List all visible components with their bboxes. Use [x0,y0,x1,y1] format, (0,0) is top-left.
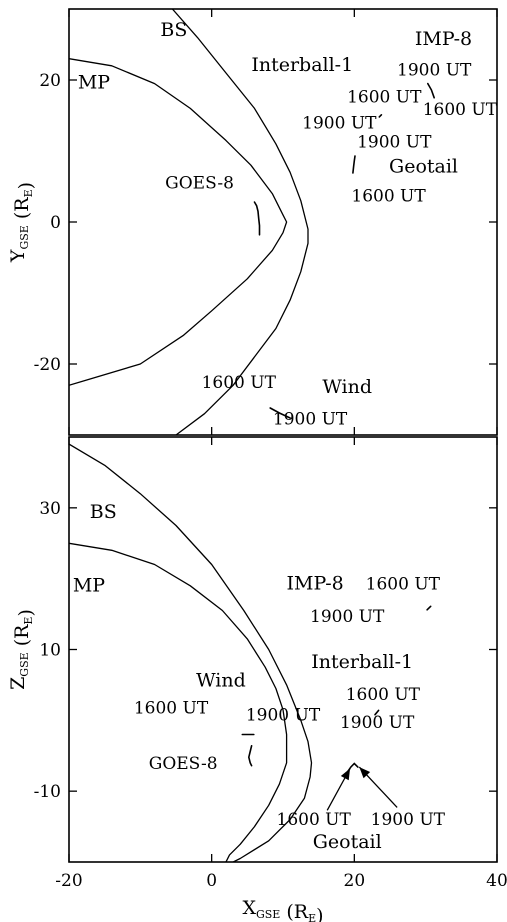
axis-subscript: GSE [256,908,280,921]
curve-mp [69,58,288,386]
annotation-wind: Wind [322,376,372,398]
y-tick-label: 20 [39,71,61,91]
track-wind [269,407,291,419]
annotation-1900-ut: 1900 UT [302,113,377,133]
annotation-1600-ut: 1600 UT [423,100,498,120]
annotation-1600-ut: 1600 UT [347,88,422,108]
track-geotail [352,155,356,174]
axis-subscript: GSE [18,225,31,249]
annotation-wind: Wind [196,669,246,691]
axis-unit-open: (R [280,901,308,922]
y-axis-title: ZGSE (RE) [7,609,37,690]
annotation-1900-ut: 1900 UT [273,409,348,429]
x-tick-label: 40 [486,871,507,891]
arrow-head [340,768,351,781]
track-goes-8 [253,201,261,236]
annotation-mp: MP [78,72,110,94]
y-axis-title: YGSE (RE) [7,182,37,263]
annotation-1900-ut: 1900 UT [246,705,321,725]
y-tick-label: 0 [50,213,61,233]
annotation-1600-ut: 1600 UT [202,373,277,393]
arrow-head [359,767,371,779]
x-axis-title: XGSE (RE) [242,897,323,922]
annotation-goes-8: GOES-8 [149,754,218,774]
x-tick-label: 0 [206,871,217,891]
annotation-1900-ut: 1900 UT [397,61,472,81]
annotation-1600-ut: 1600 UT [346,685,421,705]
annotation-bs: BS [90,501,117,523]
track-interball-1 [374,709,380,716]
annotation-geotail: Geotail [313,831,382,853]
annotation-goes-8: GOES-8 [165,174,234,194]
axis-unit-subscript: E [22,617,35,625]
axis-unit-close: ) [15,609,37,616]
y-tick-label: 30 [39,499,61,519]
y-tick-label: 10 [39,641,61,661]
annotation-imp-8: IMP-8 [286,572,343,594]
y-tick-label: -20 [34,355,61,375]
axis-unit-close: ) [316,905,323,922]
curve-mp [69,542,288,862]
annotation-mp: MP [73,574,105,596]
annotation-imp-8: IMP-8 [415,28,472,50]
axis-subscript: GSE [18,652,31,676]
annotation-1900-ut: 1900 UT [357,132,432,152]
axis-main: Z [7,677,29,690]
track-imp-8 [427,82,435,99]
curve-bs [171,9,309,435]
annotation-1600-ut: 1600 UT [351,186,426,206]
annotation-1900-ut: 1900 UT [340,713,415,733]
annotation-geotail: Geotail [389,155,458,177]
annotation-1600-ut: 1600 UT [277,810,352,830]
track-imp-8 [426,605,432,611]
x-tick-label: 20 [344,871,366,891]
y-tick-label: -10 [34,782,61,802]
annotation-interball-1: Interball-1 [251,54,353,76]
annotation-1600-ut: 1600 UT [366,574,441,594]
track-goes-8 [247,745,253,767]
axis-unit-open: (R [11,624,33,652]
axis-main: Y [7,249,29,263]
annotation-1900-ut: 1900 UT [310,607,385,627]
annotation-interball-1: Interball-1 [311,651,413,673]
axis-main: X [242,897,256,919]
axis-unit-open: (R [11,197,33,225]
x-tick-label: -20 [55,871,82,891]
axis-unit-close: ) [15,182,37,189]
plot-frame [68,436,498,863]
curve-bs [69,443,313,862]
top-panel: 20 0 -20 BS MP Interball-1 IMP-8 1900 UT 1600 UT… [7,8,498,436]
axis-unit-subscript: E [22,189,35,197]
annotation-1600-ut: 1600 UT [134,698,209,718]
axis-unit-subscript: E [308,912,316,922]
annotation-1900-ut: 1900 UT [371,810,446,830]
bottom-panel: 30 10 -10 -20 0 20 40 BS MP IMP-8 1600 UT 1900 UT In… [7,436,507,922]
annotation-bs: BS [160,19,187,41]
track-interball-1 [378,114,383,118]
